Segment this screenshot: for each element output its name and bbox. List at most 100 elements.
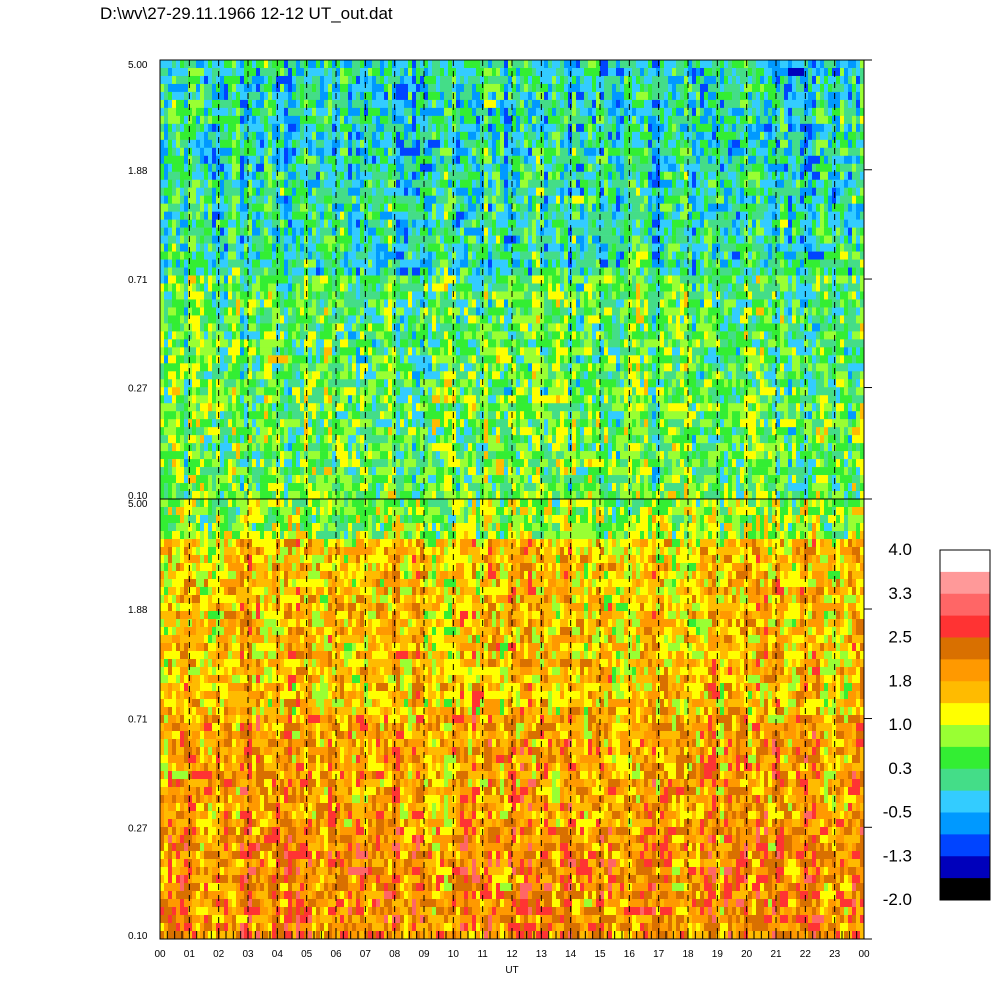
heatmap-cell bbox=[676, 291, 681, 300]
heatmap-cell bbox=[404, 75, 413, 85]
heatmap-cell bbox=[204, 251, 209, 260]
heatmap-cell bbox=[320, 107, 325, 117]
heatmap-cell bbox=[732, 299, 737, 308]
heatmap-cell bbox=[820, 291, 825, 300]
heatmap-cell bbox=[688, 267, 693, 276]
heatmap-cell bbox=[628, 171, 633, 181]
heatmap-cell bbox=[456, 123, 461, 133]
heatmap-cell bbox=[608, 123, 613, 133]
heatmap-cell bbox=[804, 195, 813, 204]
heatmap-cell bbox=[284, 235, 289, 244]
heatmap-cell bbox=[568, 315, 577, 324]
heatmap-cell bbox=[416, 187, 421, 196]
heatmap-cell bbox=[612, 275, 617, 284]
heatmap-cell bbox=[468, 179, 473, 189]
heatmap-cell bbox=[272, 323, 277, 332]
heatmap-cell bbox=[652, 115, 657, 125]
heatmap-cell bbox=[200, 195, 205, 204]
heatmap-cell bbox=[592, 75, 597, 85]
heatmap-cell bbox=[764, 307, 769, 316]
heatmap-cell bbox=[332, 267, 337, 276]
heatmap-cell bbox=[828, 315, 833, 324]
heatmap-cell bbox=[180, 171, 185, 181]
heatmap-cell bbox=[560, 147, 565, 157]
heatmap-cell bbox=[544, 131, 549, 141]
heatmap-cell bbox=[468, 315, 477, 324]
heatmap-cell bbox=[176, 123, 181, 133]
heatmap-cell bbox=[188, 251, 193, 260]
heatmap-cell bbox=[768, 251, 773, 260]
heatmap-cell bbox=[304, 251, 309, 260]
heatmap-cell bbox=[572, 131, 581, 141]
heatmap-cell bbox=[760, 171, 765, 181]
heatmap-cell bbox=[512, 155, 517, 165]
heatmap-cell bbox=[592, 123, 597, 133]
heatmap-cell bbox=[400, 219, 405, 228]
heatmap-cell bbox=[544, 307, 549, 316]
heatmap-cell bbox=[500, 267, 513, 276]
heatmap-cell bbox=[764, 123, 773, 133]
heatmap-cell bbox=[468, 291, 473, 300]
heatmap-cell bbox=[836, 315, 841, 324]
heatmap-cell bbox=[692, 219, 697, 228]
heatmap-cell bbox=[256, 259, 261, 268]
heatmap-cell bbox=[736, 155, 741, 165]
heatmap-cell bbox=[292, 219, 301, 228]
heatmap-cell bbox=[588, 211, 593, 220]
heatmap-cell bbox=[392, 211, 397, 220]
heatmap-cell bbox=[404, 83, 409, 93]
heatmap-cell bbox=[832, 123, 837, 133]
heatmap-cell bbox=[492, 291, 497, 300]
heatmap-cell bbox=[596, 219, 605, 228]
heatmap-cell bbox=[840, 219, 845, 228]
heatmap-cell bbox=[432, 227, 437, 236]
heatmap-cell bbox=[736, 123, 745, 133]
heatmap-cell bbox=[232, 67, 237, 77]
heatmap-cell bbox=[452, 60, 465, 69]
heatmap-cell bbox=[808, 139, 813, 149]
heatmap-cell bbox=[172, 227, 177, 236]
heatmap-cell bbox=[180, 315, 185, 324]
heatmap-cell bbox=[596, 171, 601, 181]
heatmap-cell bbox=[652, 195, 657, 204]
heatmap-cell bbox=[572, 291, 577, 300]
heatmap-cell bbox=[420, 139, 425, 149]
heatmap-cell bbox=[512, 60, 521, 69]
heatmap-cell bbox=[668, 155, 677, 165]
heatmap-cell bbox=[812, 107, 817, 117]
heatmap-cell bbox=[308, 60, 317, 69]
heatmap-cell bbox=[828, 115, 833, 125]
heatmap-cell bbox=[704, 99, 709, 109]
heatmap-cell bbox=[648, 60, 653, 69]
heatmap-cell bbox=[480, 259, 485, 268]
heatmap-cell bbox=[824, 75, 829, 85]
heatmap-cell bbox=[700, 163, 705, 173]
heatmap-cell bbox=[856, 91, 861, 101]
heatmap-cell bbox=[332, 227, 337, 236]
heatmap-cell bbox=[268, 67, 273, 77]
heatmap-cell bbox=[672, 123, 677, 133]
heatmap-cell bbox=[168, 131, 173, 141]
heatmap-cell bbox=[668, 107, 673, 117]
heatmap-cell bbox=[840, 203, 845, 212]
heatmap-cell bbox=[452, 299, 457, 308]
heatmap-cell bbox=[288, 163, 293, 173]
heatmap-cell bbox=[844, 195, 849, 204]
heatmap-cell bbox=[796, 187, 801, 196]
heatmap-cell bbox=[656, 307, 661, 316]
heatmap-cell bbox=[624, 267, 629, 276]
heatmap-cell bbox=[472, 195, 477, 204]
heatmap-cell bbox=[532, 307, 537, 316]
heatmap-cell bbox=[744, 259, 749, 268]
heatmap-cell bbox=[632, 259, 637, 268]
heatmap-cell bbox=[680, 211, 685, 220]
heatmap-cell bbox=[680, 283, 685, 292]
heatmap-cell bbox=[576, 315, 581, 324]
heatmap-cell bbox=[528, 243, 533, 252]
heatmap-cell bbox=[296, 83, 301, 93]
heatmap-cell bbox=[704, 179, 709, 189]
heatmap-cell bbox=[240, 83, 245, 93]
heatmap-cell bbox=[452, 235, 457, 244]
heatmap-cell bbox=[220, 275, 225, 284]
heatmap-cell bbox=[316, 139, 321, 149]
